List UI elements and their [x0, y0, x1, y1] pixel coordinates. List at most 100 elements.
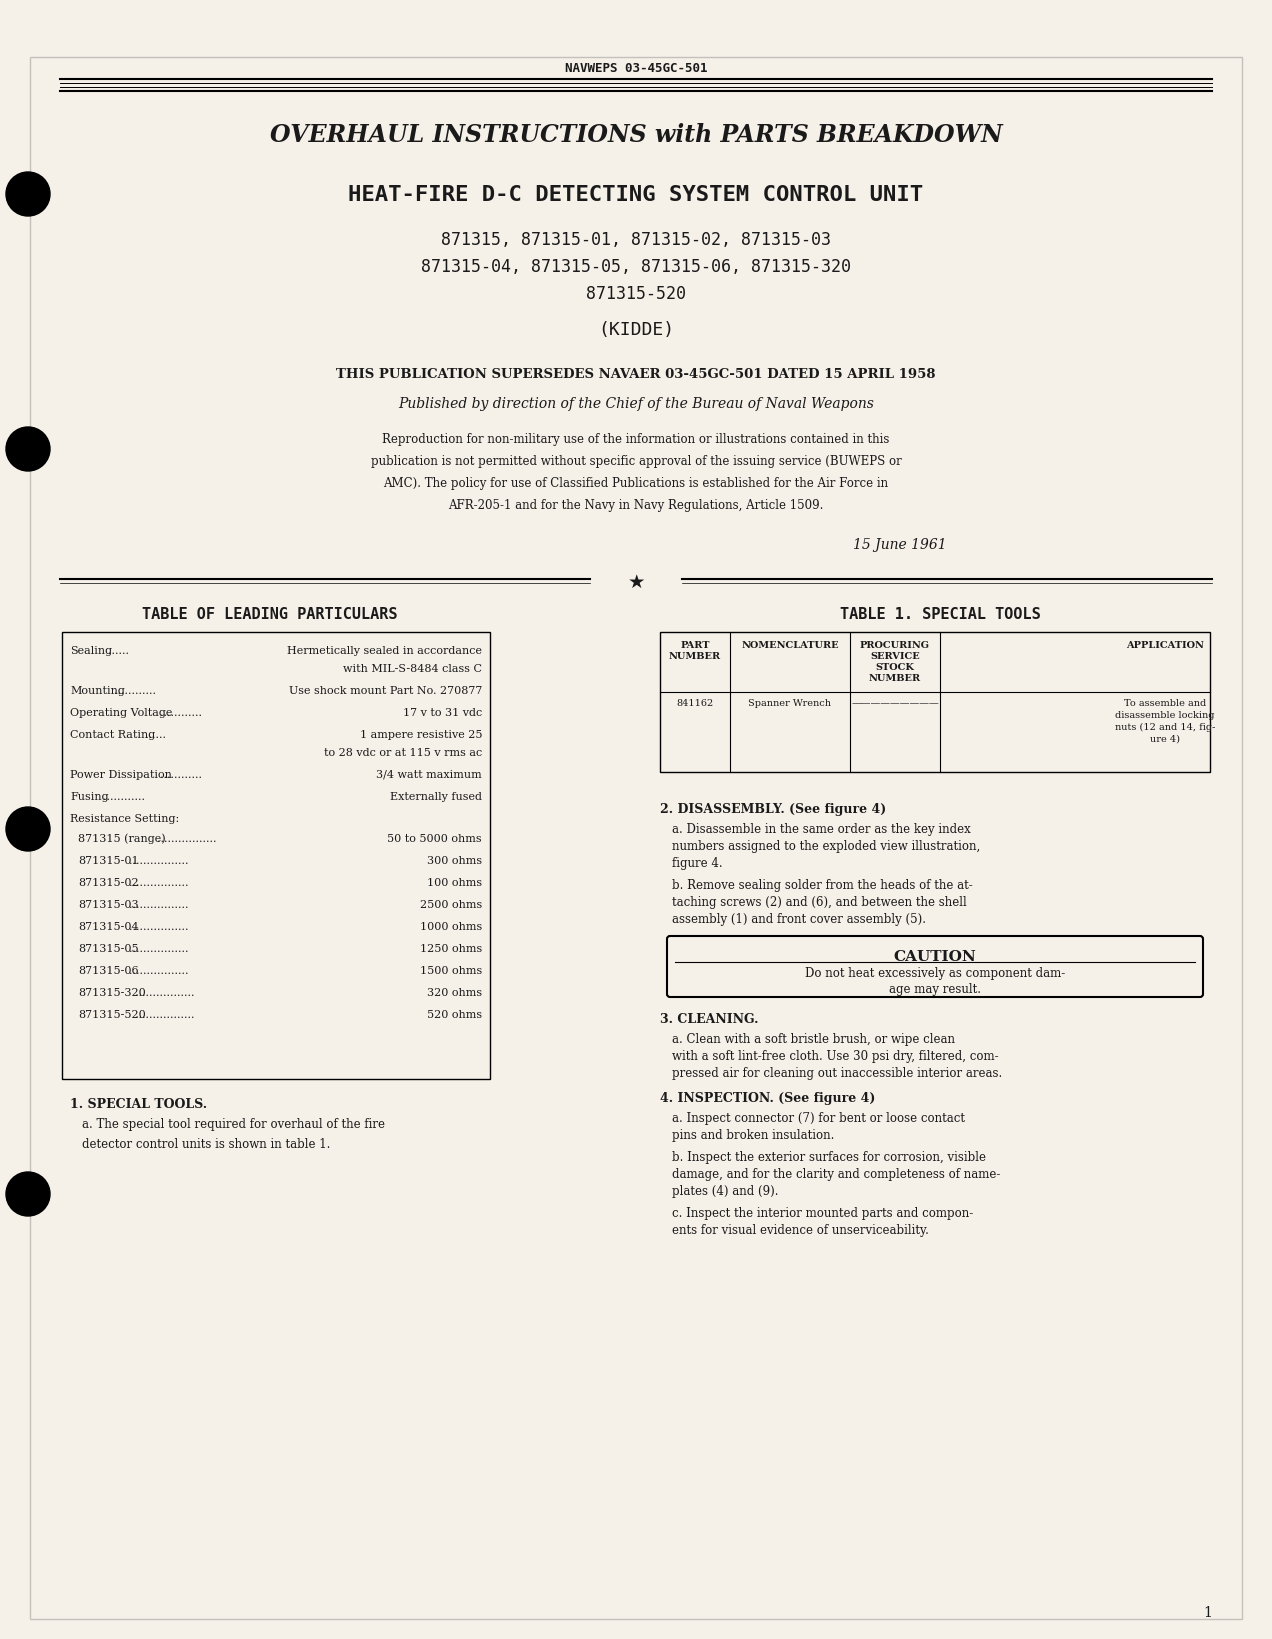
Text: —————————: —————————: [851, 698, 939, 708]
Text: STOCK: STOCK: [875, 662, 915, 672]
Text: 3/4 watt maximum: 3/4 watt maximum: [377, 770, 482, 780]
Text: figure 4.: figure 4.: [672, 857, 722, 869]
Circle shape: [6, 1172, 50, 1216]
Text: a. Disassemble in the same order as the key index: a. Disassemble in the same order as the …: [672, 823, 971, 836]
Text: a. The special tool required for overhaul of the fire: a. The special tool required for overhau…: [81, 1118, 385, 1131]
Text: .................: .................: [156, 834, 216, 844]
Text: 320 ohms: 320 ohms: [427, 987, 482, 998]
Text: (KIDDE): (KIDDE): [598, 321, 674, 339]
Text: Do not heat excessively as component dam-: Do not heat excessively as component dam…: [805, 967, 1065, 980]
Bar: [62, 633, 490, 1080]
Text: Reproduction for non-military use of the information or illustrations contained : Reproduction for non-military use of the…: [383, 433, 889, 446]
Text: .................: .................: [135, 987, 195, 998]
Text: NAVWEPS 03-45GC-501: NAVWEPS 03-45GC-501: [565, 62, 707, 75]
Text: ure 4): ure 4): [1150, 734, 1180, 744]
Text: Spanner Wrench: Spanner Wrench: [748, 698, 832, 708]
Text: Fusing: Fusing: [70, 792, 108, 801]
Text: 2. DISASSEMBLY. (See figure 4): 2. DISASSEMBLY. (See figure 4): [660, 803, 887, 816]
Text: 1. SPECIAL TOOLS.: 1. SPECIAL TOOLS.: [70, 1098, 207, 1111]
Text: NUMBER: NUMBER: [669, 652, 721, 661]
Text: assembly (1) and front cover assembly (5).: assembly (1) and front cover assembly (5…: [672, 913, 926, 926]
Text: Power Dissipation: Power Dissipation: [70, 770, 172, 780]
Text: 871315-02: 871315-02: [78, 877, 139, 887]
Text: b. Remove sealing solder from the heads of the at-: b. Remove sealing solder from the heads …: [672, 879, 973, 892]
Text: age may result.: age may result.: [889, 982, 981, 995]
Text: Sealing: Sealing: [70, 646, 112, 656]
Text: with a soft lint-free cloth. Use 30 psi dry, filtered, com-: with a soft lint-free cloth. Use 30 psi …: [672, 1049, 999, 1062]
Text: 15 June 1961: 15 June 1961: [854, 538, 946, 552]
Text: 1 ampere resistive 25: 1 ampere resistive 25: [360, 729, 482, 739]
Text: .................: .................: [130, 921, 190, 931]
Text: 1: 1: [1203, 1605, 1212, 1619]
Text: a. Clean with a soft bristle brush, or wipe clean: a. Clean with a soft bristle brush, or w…: [672, 1033, 955, 1046]
Text: to 28 vdc or at 115 v rms ac: to 28 vdc or at 115 v rms ac: [324, 747, 482, 757]
Text: 871315-520: 871315-520: [586, 285, 686, 303]
Text: 871315 (range): 871315 (range): [78, 833, 165, 844]
Text: AFR-205-1 and for the Navy in Navy Regulations, Article 1509.: AFR-205-1 and for the Navy in Navy Regul…: [448, 500, 824, 511]
Text: Use shock mount Part No. 270877: Use shock mount Part No. 270877: [289, 685, 482, 695]
Text: 871315-04: 871315-04: [78, 921, 139, 931]
Text: 871315, 871315-01, 871315-02, 871315-03: 871315, 871315-01, 871315-02, 871315-03: [441, 231, 831, 249]
Text: AMC). The policy for use of Classified Publications is established for the Air F: AMC). The policy for use of Classified P…: [383, 477, 889, 490]
Text: Operating Voltage: Operating Voltage: [70, 708, 173, 718]
Text: pressed air for cleaning out inaccessible interior areas.: pressed air for cleaning out inaccessibl…: [672, 1067, 1002, 1080]
Circle shape: [6, 808, 50, 852]
Text: ............: ............: [113, 685, 155, 695]
Text: PART: PART: [681, 641, 710, 649]
Text: NUMBER: NUMBER: [869, 674, 921, 682]
Text: Hermetically sealed in accordance: Hermetically sealed in accordance: [287, 646, 482, 656]
Text: .................: .................: [130, 877, 190, 887]
Text: .................: .................: [130, 856, 190, 865]
Text: ★: ★: [627, 572, 645, 592]
Text: 4. INSPECTION. (See figure 4): 4. INSPECTION. (See figure 4): [660, 1092, 875, 1105]
Text: PROCURING: PROCURING: [860, 641, 930, 649]
Text: 1500 ohms: 1500 ohms: [420, 965, 482, 975]
Text: 871315-04, 871315-05, 871315-06, 871315-320: 871315-04, 871315-05, 871315-06, 871315-…: [421, 257, 851, 275]
Text: ............: ............: [160, 770, 202, 780]
Text: c. Inspect the interior mounted parts and compon-: c. Inspect the interior mounted parts an…: [672, 1206, 973, 1219]
Text: 841162: 841162: [677, 698, 714, 708]
Text: Externally fused: Externally fused: [391, 792, 482, 801]
Text: TABLE OF LEADING PARTICULARS: TABLE OF LEADING PARTICULARS: [142, 606, 398, 623]
Text: damage, and for the clarity and completeness of name-: damage, and for the clarity and complete…: [672, 1167, 1000, 1180]
Text: taching screws (2) and (6), and between the shell: taching screws (2) and (6), and between …: [672, 895, 967, 908]
Text: 2500 ohms: 2500 ohms: [420, 900, 482, 910]
Text: NOMENCLATURE: NOMENCLATURE: [742, 641, 838, 649]
Text: HEAT-FIRE D-C DETECTING SYSTEM CONTROL UNIT: HEAT-FIRE D-C DETECTING SYSTEM CONTROL U…: [349, 185, 923, 205]
Circle shape: [6, 172, 50, 216]
Text: Contact Rating: Contact Rating: [70, 729, 155, 739]
Text: ents for visual evidence of unserviceability.: ents for visual evidence of unserviceabi…: [672, 1223, 929, 1236]
Text: 300 ohms: 300 ohms: [427, 856, 482, 865]
Text: OVERHAUL INSTRUCTIONS with PARTS BREAKDOWN: OVERHAUL INSTRUCTIONS with PARTS BREAKDO…: [270, 123, 1002, 148]
Text: plates (4) and (9).: plates (4) and (9).: [672, 1185, 778, 1196]
Text: 100 ohms: 100 ohms: [427, 877, 482, 887]
Text: Mounting: Mounting: [70, 685, 125, 695]
Text: Published by direction of the Chief of the Bureau of Naval Weapons: Published by direction of the Chief of t…: [398, 397, 874, 411]
Text: pins and broken insulation.: pins and broken insulation.: [672, 1128, 834, 1141]
Text: detector control units is shown in table 1.: detector control units is shown in table…: [81, 1137, 331, 1151]
Text: ............: ............: [160, 708, 202, 718]
Text: To assemble and: To assemble and: [1124, 698, 1206, 708]
Text: 871315-320: 871315-320: [78, 987, 146, 998]
Text: 871315-05: 871315-05: [78, 944, 139, 954]
Text: 520 ohms: 520 ohms: [427, 1010, 482, 1019]
Text: numbers assigned to the exploded view illustration,: numbers assigned to the exploded view il…: [672, 839, 981, 852]
Text: a. Inspect connector (7) for bent or loose contact: a. Inspect connector (7) for bent or loo…: [672, 1111, 965, 1124]
Text: b. Inspect the exterior surfaces for corrosion, visible: b. Inspect the exterior surfaces for cor…: [672, 1151, 986, 1164]
Text: THIS PUBLICATION SUPERSEDES NAVAER 03-45GC-501 DATED 15 APRIL 1958: THIS PUBLICATION SUPERSEDES NAVAER 03-45…: [336, 367, 936, 380]
Text: ......: ......: [145, 729, 165, 739]
Text: disassemble locking: disassemble locking: [1116, 711, 1215, 720]
Text: with MIL-S-8484 class C: with MIL-S-8484 class C: [343, 664, 482, 674]
Text: 871315-01: 871315-01: [78, 856, 139, 865]
Text: 50 to 5000 ohms: 50 to 5000 ohms: [388, 834, 482, 844]
Text: 871315-520: 871315-520: [78, 1010, 146, 1019]
Text: .................: .................: [130, 900, 190, 910]
Text: 1000 ohms: 1000 ohms: [420, 921, 482, 931]
Text: 1250 ohms: 1250 ohms: [420, 944, 482, 954]
Text: Resistance Setting:: Resistance Setting:: [70, 813, 179, 823]
Text: publication is not permitted without specific approval of the issuing service (B: publication is not permitted without spe…: [370, 456, 902, 469]
Circle shape: [6, 428, 50, 472]
Text: 871315-03: 871315-03: [78, 900, 139, 910]
Text: ......: ......: [108, 646, 130, 656]
Bar: [660, 633, 1210, 772]
